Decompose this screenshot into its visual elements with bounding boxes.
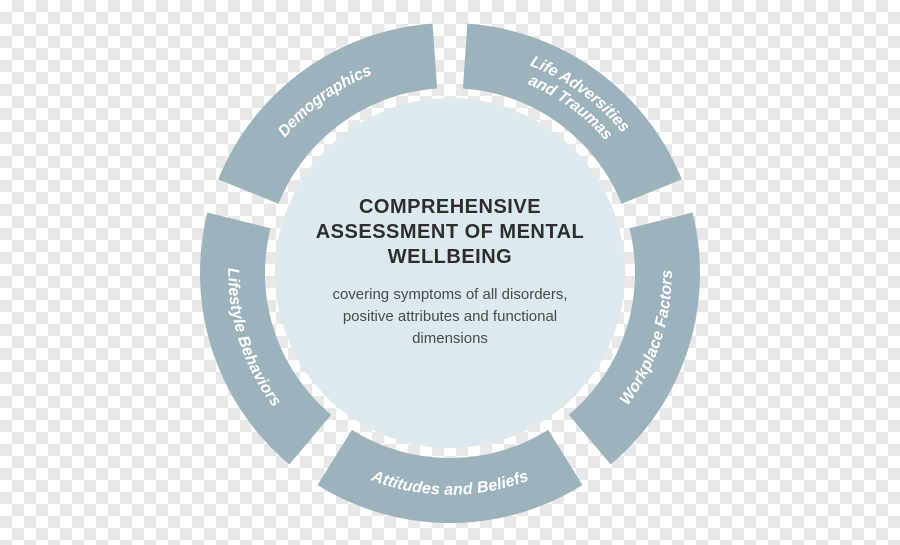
diagram-stage: DemographicsLife Adversitiesand TraumasW… [0,0,900,545]
center-disc: COMPREHENSIVE ASSESSMENT OF MENTAL WELLB… [275,98,625,448]
center-subtitle: covering symptoms of all disorders, posi… [313,284,587,349]
center-title: COMPREHENSIVE ASSESSMENT OF MENTAL WELLB… [313,195,587,270]
